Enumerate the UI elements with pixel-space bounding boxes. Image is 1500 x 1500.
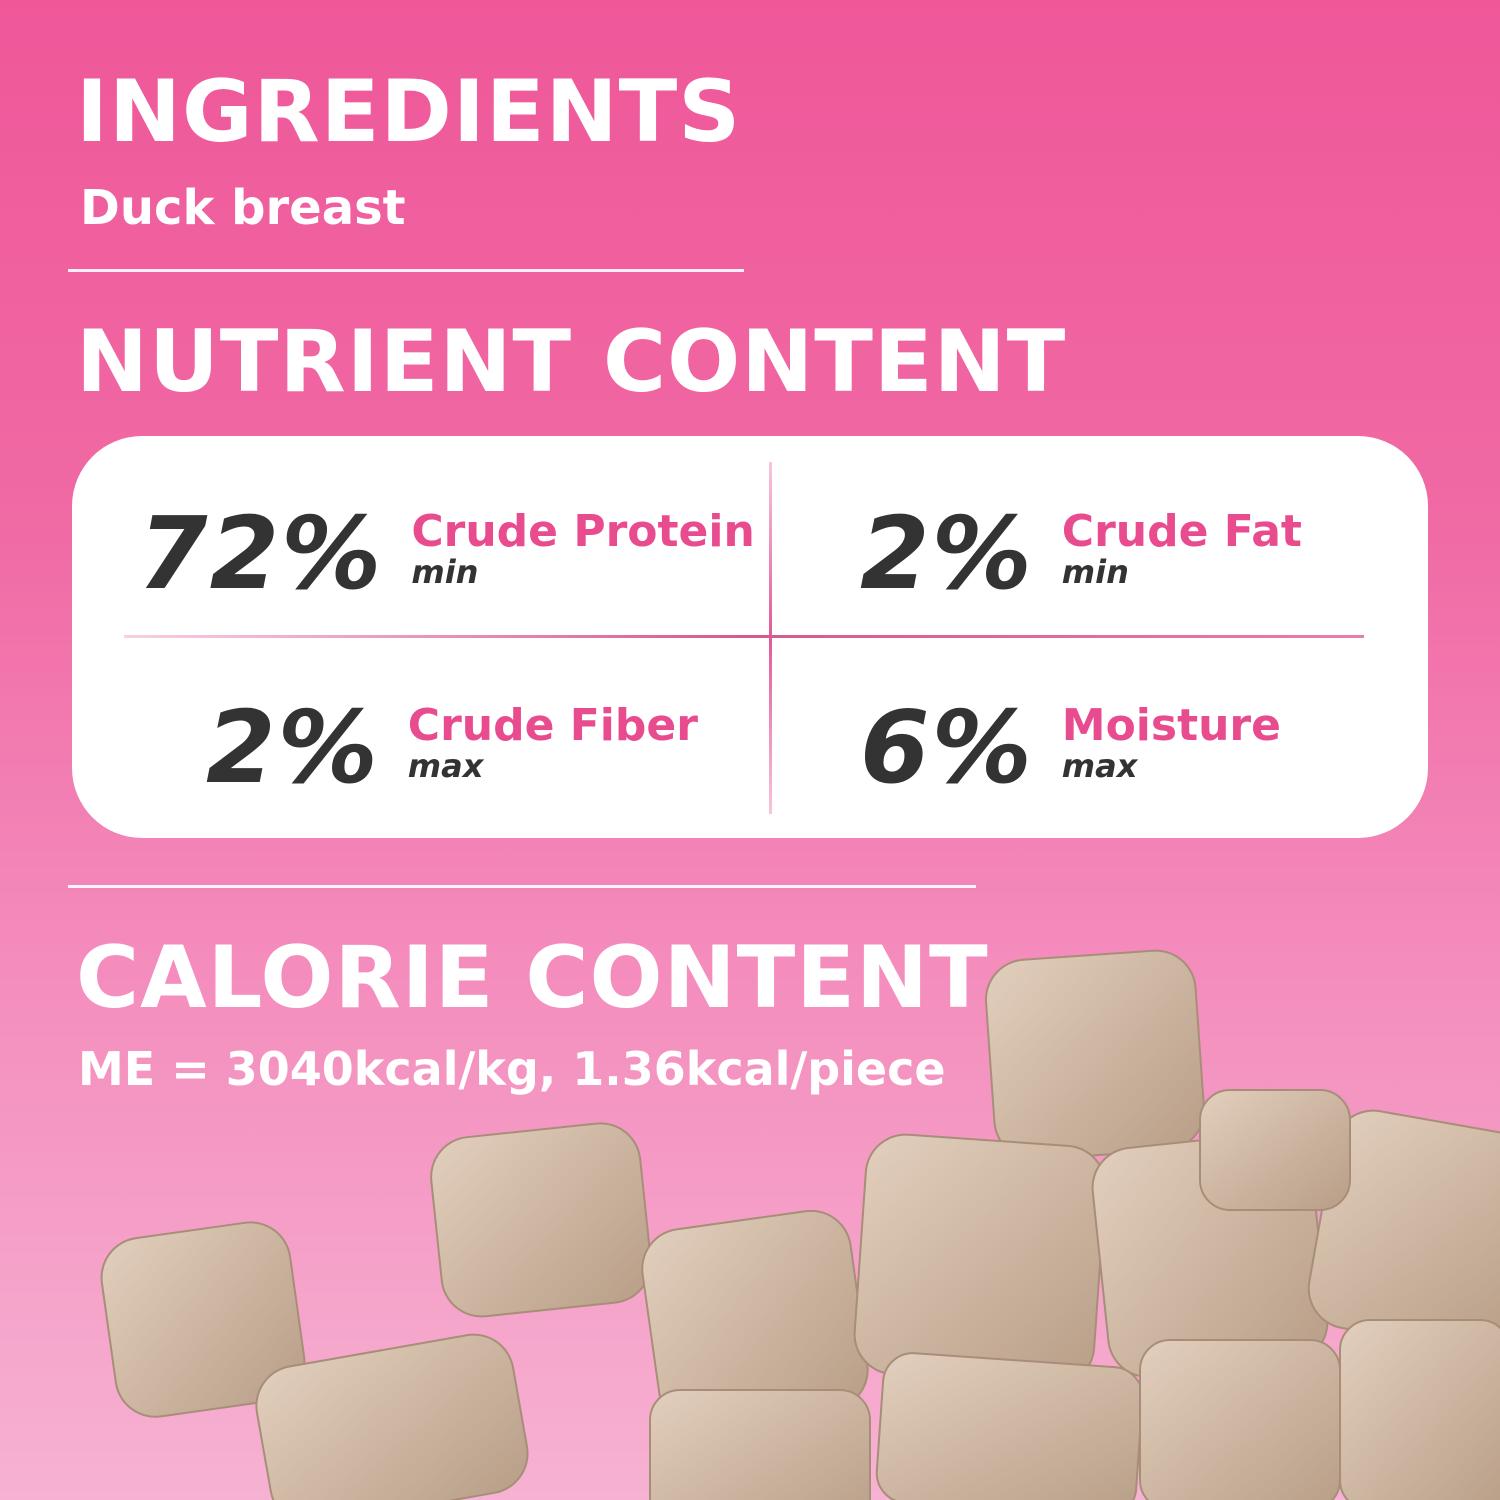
- nutrient-value: 2%: [860, 495, 1034, 612]
- ingredients-value: Duck breast: [80, 180, 406, 236]
- nutrient-fiber: 2% Crude Fiber max: [206, 698, 698, 798]
- nutrient-name: Crude Protein: [411, 506, 755, 557]
- nutrient-fat: 2% Crude Fat min: [860, 504, 1302, 604]
- nutrient-value: 2%: [206, 689, 380, 806]
- nutrient-value: 6%: [860, 689, 1034, 806]
- nutrient-card: 72% Crude Protein min 2% Crude Fat min 2…: [72, 436, 1428, 838]
- divider: [68, 269, 744, 272]
- nutrient-protein: 72% Crude Protein min: [138, 504, 755, 604]
- nutrient-qualifier: max: [1061, 747, 1138, 785]
- nutrient-qualifier: min: [1061, 553, 1129, 591]
- nutrient-qualifier: min: [411, 553, 479, 591]
- nutrient-name: Moisture: [1061, 700, 1281, 751]
- horizontal-divider: [124, 635, 1364, 638]
- nutrient-moisture: 6% Moisture max: [860, 698, 1281, 798]
- calorie-title: CALORIE CONTENT: [76, 928, 989, 1028]
- calorie-value: ME = 3040kcal/kg, 1.36kcal/piece: [78, 1042, 946, 1096]
- nutrient-value: 72%: [138, 495, 384, 612]
- nutrient-qualifier: max: [407, 747, 484, 785]
- divider: [68, 885, 976, 888]
- nutrient-title: NUTRIENT CONTENT: [76, 312, 1067, 412]
- vertical-divider: [769, 462, 772, 814]
- nutrient-name: Crude Fat: [1061, 506, 1302, 557]
- ingredients-title: INGREDIENTS: [76, 62, 742, 162]
- nutrient-name: Crude Fiber: [407, 700, 698, 751]
